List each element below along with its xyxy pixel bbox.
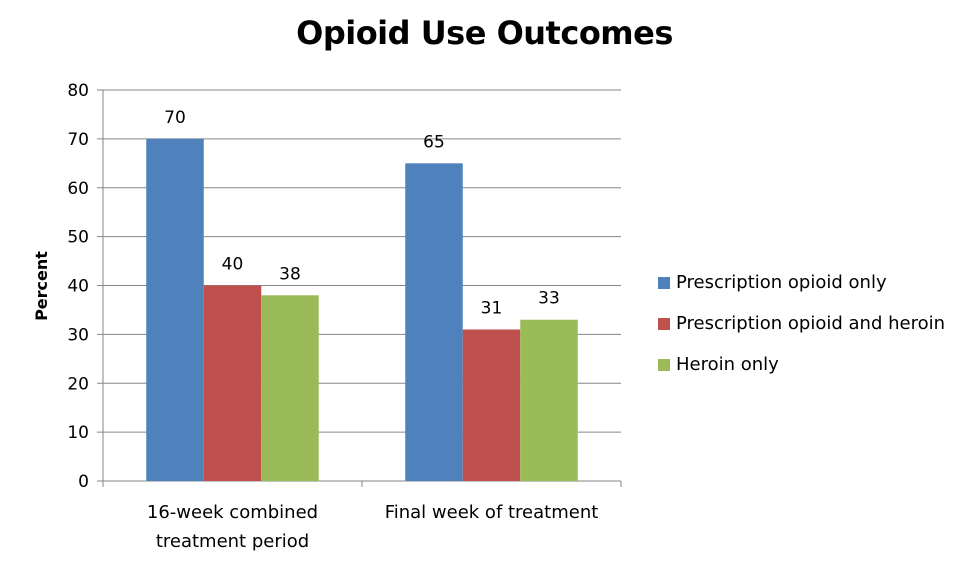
legend-item: Heroin only [658,344,945,385]
y-tick-label: 40 [67,277,89,297]
y-tick-label: 20 [67,374,89,394]
legend-item: Prescription opioid only [658,262,945,303]
chart-title: Opioid Use Outcomes [296,14,673,52]
y-tick-label: 80 [67,81,89,101]
y-tick-label: 50 [67,228,89,248]
y-tick-label: 30 [67,325,89,345]
x-category-label: Final week of treatment [384,502,599,523]
bar [462,329,521,481]
x-category-label: 16-week combined treatment period [146,502,319,552]
y-tick-label: 0 [78,472,89,492]
legend: Prescription opioid only Prescription op… [658,262,945,385]
bar [146,138,204,481]
bar [203,285,262,481]
legend-swatch [658,358,670,371]
data-label: 65 [423,132,445,152]
bar [261,295,319,481]
legend-label: Prescription opioid and heroin [676,313,946,334]
data-label: 40 [222,255,244,275]
y-tick-label: 60 [67,179,89,199]
legend-item: Prescription opioid and heroin [658,303,945,344]
data-label: 33 [538,289,560,309]
data-labels: 70 40 38 65 31 33 [164,108,560,319]
legend-swatch [658,276,670,289]
bar [405,163,463,481]
y-tick-label: 70 [67,130,89,150]
data-label: 31 [481,298,503,318]
y-tick-label: 10 [67,423,89,443]
axes: 0 10 20 30 40 50 60 70 80 [67,81,622,492]
y-axis-title: Percent [32,251,51,321]
legend-swatch [658,317,670,330]
bars [146,138,578,481]
bar [520,319,578,481]
data-label: 70 [164,108,186,128]
legend-label: Heroin only [676,354,779,375]
data-label: 38 [279,264,301,284]
legend-label: Prescription opioid only [676,272,887,293]
